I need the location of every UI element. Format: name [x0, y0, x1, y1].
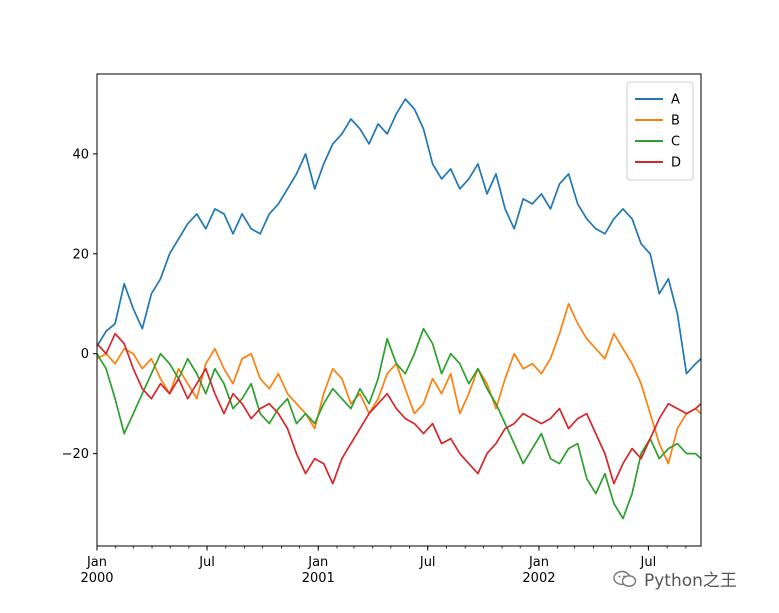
wechat-icon — [613, 570, 637, 587]
plot-frame — [96, 73, 702, 547]
x-tick-label: Jan — [528, 555, 549, 570]
x-tick-label: 2002 — [522, 571, 555, 586]
legend-label-d: D — [671, 156, 681, 171]
legend-label-c: C — [671, 135, 680, 150]
series-line-d — [96, 332, 702, 485]
legend-box — [626, 81, 694, 181]
y-axis: −20 0 20 40 — [62, 147, 97, 462]
x-tick-label: Jul — [198, 555, 215, 570]
watermark: Python之王 — [612, 566, 737, 591]
x-tick-label: Jan — [307, 555, 328, 570]
y-tick-label: 40 — [72, 147, 89, 162]
x-tick-label: Jan — [86, 555, 107, 570]
series-line-c — [96, 327, 702, 520]
x-tick-label: 2001 — [302, 571, 335, 586]
x-tick-label: Jul — [640, 555, 657, 570]
series-line-b — [96, 302, 702, 465]
x-tick-label: 2000 — [80, 571, 113, 586]
y-tick-label: −20 — [62, 447, 89, 462]
legend-label-a: A — [671, 93, 680, 108]
plot-area — [97, 74, 701, 546]
y-tick-label: 0 — [81, 347, 89, 362]
watermark-text: Python之王 — [644, 571, 737, 591]
legend-label-b: B — [671, 114, 680, 129]
y-tick-label: 20 — [72, 247, 89, 262]
series-group — [96, 98, 702, 520]
x-tick-label: Jul — [419, 555, 436, 570]
series-line-a — [96, 98, 702, 375]
